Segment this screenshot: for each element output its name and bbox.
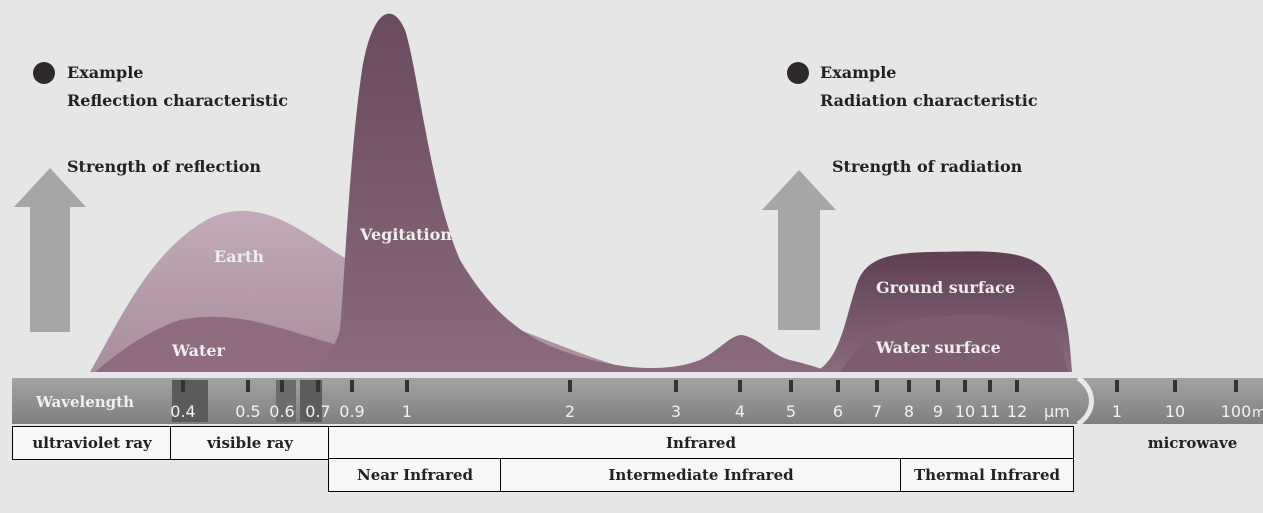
band-microwave: microwave <box>1147 434 1238 452</box>
micrometer-tick-label: 2 <box>565 402 575 421</box>
tick-mark <box>936 380 940 392</box>
micrometer-tick-label: 1 <box>402 402 412 421</box>
reflection-strength-label: Strength of reflection <box>67 157 261 176</box>
reflection-characteristic-label: Reflection characteristic <box>67 91 288 110</box>
ground-surface-label: Ground surface <box>876 278 1015 297</box>
micrometer-tick-label: 3 <box>671 402 681 421</box>
micrometer-tick-label: 0.4 <box>170 402 195 421</box>
water-surface-curve <box>840 314 1068 372</box>
tick-mark <box>246 380 250 392</box>
unit-divider <box>1076 375 1094 427</box>
micrometer-tick-label: 6 <box>833 402 843 421</box>
micrometer-unit-label: μm <box>1044 402 1070 421</box>
tick-mark <box>568 380 572 392</box>
tick-mark <box>988 380 992 392</box>
tick-mark <box>836 380 840 392</box>
band-ultraviolet: ultraviolet ray <box>12 426 172 460</box>
tick-mark <box>875 380 879 392</box>
blue-band <box>172 380 208 422</box>
micrometer-tick-label: 8 <box>904 402 914 421</box>
tick-mark <box>907 380 911 392</box>
water-surface-label: Water surface <box>875 338 1001 357</box>
tick-mark <box>789 380 793 392</box>
radiation-strength-label: Strength of radiation <box>832 157 1023 176</box>
micrometer-tick-label: 0.5 <box>235 402 260 421</box>
meter-tick-label: 100 <box>1221 402 1252 421</box>
micrometer-tick-label: 5 <box>786 402 796 421</box>
micrometer-tick-label: 12 <box>1007 402 1027 421</box>
reflection-example-label: Example <box>67 63 143 82</box>
earth-label: Earth <box>214 247 264 266</box>
tick-mark <box>316 380 320 392</box>
radiation-example-label: Example <box>820 63 896 82</box>
reflection-strength-arrow <box>14 168 86 332</box>
band-intermediate-infrared: Intermediate Infrared <box>500 458 902 492</box>
meter-unit-label: m <box>1252 405 1263 421</box>
meter-tick-label: 10 <box>1165 402 1185 421</box>
reflection-legend-dot <box>33 62 55 84</box>
wavelength-label: Wavelength <box>35 393 134 411</box>
tick-mark <box>738 380 742 392</box>
tick-mark <box>1234 380 1238 392</box>
micrometer-tick-label: 7 <box>872 402 882 421</box>
vegetation-curve <box>300 13 830 372</box>
meter-tick-label: 1 <box>1112 402 1122 421</box>
micrometer-tick-label: 11 <box>980 402 1000 421</box>
tick-mark <box>405 380 409 392</box>
tick-mark <box>280 380 284 392</box>
radiation-legend-dot <box>787 62 809 84</box>
micrometer-tick-label: 9 <box>933 402 943 421</box>
micrometer-tick-label: 0.7 <box>305 402 330 421</box>
tick-mark <box>1015 380 1019 392</box>
radiation-characteristic-label: Radiation characteristic <box>820 91 1038 110</box>
band-near-infrared: Near Infrared <box>328 458 502 492</box>
tick-mark <box>963 380 967 392</box>
tick-mark <box>181 380 185 392</box>
vegetation-label: Vegitation <box>359 225 452 244</box>
micrometer-tick-label: 0.6 <box>269 402 294 421</box>
micrometer-tick-label: 4 <box>735 402 745 421</box>
tick-mark <box>674 380 678 392</box>
micrometer-tick-label: 0.9 <box>339 402 364 421</box>
band-infrared: Infrared <box>328 426 1074 460</box>
band-visible: visible ray <box>170 426 330 460</box>
tick-mark <box>350 380 354 392</box>
tick-mark <box>1173 380 1177 392</box>
band-thermal-infrared: Thermal Infrared <box>900 458 1074 492</box>
water-label: Water <box>171 341 226 360</box>
tick-mark <box>1115 380 1119 392</box>
micrometer-tick-label: 10 <box>955 402 975 421</box>
radiation-strength-arrow <box>762 170 836 330</box>
